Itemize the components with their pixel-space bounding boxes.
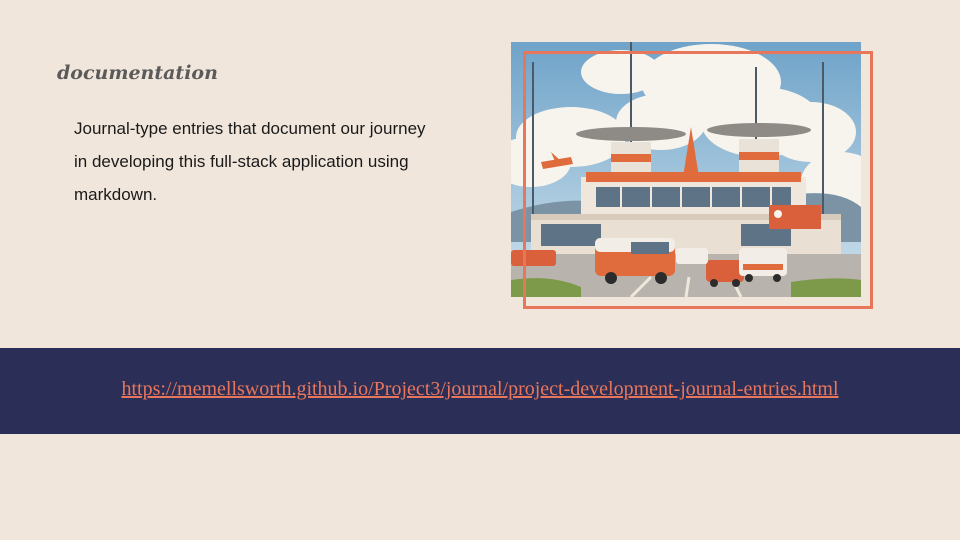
slide-heading: documentation (57, 62, 218, 84)
journal-link[interactable]: https://memellsworth.github.io/Project3/… (121, 378, 839, 400)
link-banner: https://memellsworth.github.io/Project3/… (0, 348, 960, 434)
slide-body-text: Journal-type entries that document our j… (74, 119, 426, 204)
airport-illustration (511, 42, 861, 297)
